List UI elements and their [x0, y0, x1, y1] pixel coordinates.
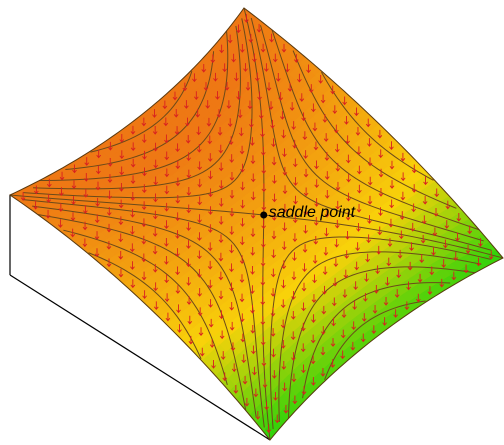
saddle-point-label: saddle point: [269, 204, 356, 221]
saddle-point-marker: [260, 212, 267, 219]
saddle-illustration: saddle point: [0, 0, 504, 445]
